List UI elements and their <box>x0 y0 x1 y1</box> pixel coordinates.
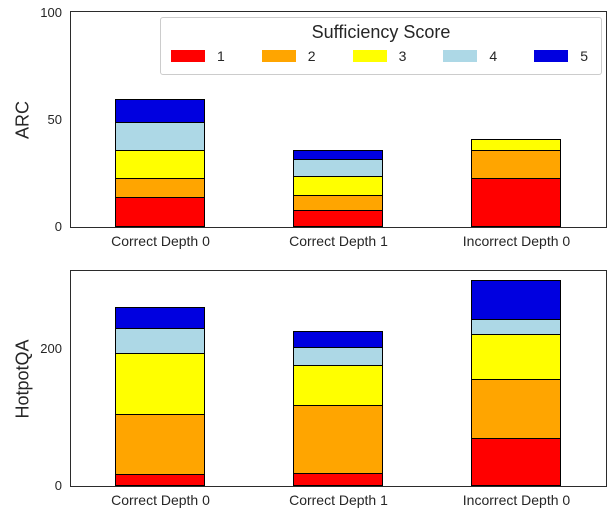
bar-segment-score-4 <box>472 320 560 335</box>
bar-segment-score-1 <box>116 198 204 226</box>
legend-entries: 1 2 3 4 5 <box>161 48 601 64</box>
y-tick-label: 50 <box>47 111 62 127</box>
legend-title: Sufficiency Score <box>311 22 451 42</box>
bar-segment-score-5 <box>472 281 560 321</box>
bar-segment-score-2 <box>116 415 204 475</box>
bar-segment-score-3 <box>472 140 560 152</box>
x-tick-label: Correct Depth 1 <box>289 233 388 249</box>
stacked-bar <box>115 306 205 486</box>
bar-segment-score-3 <box>294 176 382 197</box>
hotpotqa-y-axis-label: HotpotQA <box>12 338 32 419</box>
stacked-bar <box>293 330 383 486</box>
x-tick-label: Incorrect Depth 0 <box>462 492 571 508</box>
bar-segment-score-2 <box>294 196 382 212</box>
y-tick-label: 0 <box>54 477 62 493</box>
legend-label: 5 <box>580 48 588 64</box>
legend-entry-score-4: 4 <box>443 48 497 64</box>
legend-swatch-icon <box>534 50 569 62</box>
bar-segment-score-5 <box>116 307 204 330</box>
legend-swatch-icon <box>171 50 205 62</box>
bar-segment-score-2 <box>472 151 560 179</box>
bar-segment-score-5 <box>294 331 382 349</box>
bar-segment-score-4 <box>116 123 204 152</box>
legend-entry-score-5: 5 <box>534 48 588 64</box>
y-tick-label: 100 <box>40 4 62 20</box>
bar-segment-score-3 <box>116 354 204 416</box>
y-tick-label: 200 <box>40 340 62 356</box>
bar-segment-score-3 <box>294 366 382 406</box>
bar-segment-score-3 <box>116 151 204 179</box>
x-tick-label: Correct Depth 0 <box>111 492 210 508</box>
bar-segment-score-4 <box>116 329 204 355</box>
bar-segment-score-2 <box>294 405 382 475</box>
legend-entry-score-1: 1 <box>171 48 225 64</box>
legend-swatch-icon <box>443 50 478 62</box>
stacked-bar <box>115 98 205 227</box>
bar-segment-score-1 <box>472 438 560 485</box>
x-tick-label: Correct Depth 0 <box>111 233 210 249</box>
bar-segment-score-1 <box>116 474 204 485</box>
bar-segment-score-1 <box>294 474 382 485</box>
bar-segment-score-4 <box>294 348 382 367</box>
hotpotqa-plot-area <box>70 270 607 487</box>
legend-label: 2 <box>307 48 316 64</box>
legend-label: 4 <box>489 48 498 64</box>
x-tick-label: Correct Depth 1 <box>289 492 388 508</box>
legend-entry-score-2: 2 <box>261 48 316 64</box>
stacked-bar <box>471 139 561 227</box>
x-tick-label: Incorrect Depth 0 <box>462 233 571 249</box>
bar-segment-score-4 <box>294 159 382 177</box>
bar-segment-score-3 <box>472 334 560 381</box>
y-tick-label: 0 <box>54 218 62 234</box>
legend-swatch-icon <box>352 50 387 62</box>
bar-segment-score-2 <box>472 380 560 439</box>
legend-label: 1 <box>217 48 225 64</box>
stacked-bar <box>471 280 561 486</box>
bar-segment-score-5 <box>294 151 382 160</box>
bar-segment-score-2 <box>116 178 204 199</box>
sufficiency-score-legend: Sufficiency Score 1 2 3 4 5 <box>160 17 602 75</box>
bar-segment-score-5 <box>116 99 204 124</box>
bar-segment-score-1 <box>472 178 560 226</box>
stacked-bar <box>293 150 383 227</box>
legend-swatch-icon <box>261 50 296 62</box>
legend-entry-score-3: 3 <box>352 48 407 64</box>
bar-segment-score-1 <box>294 211 382 226</box>
legend-label: 3 <box>398 48 407 64</box>
